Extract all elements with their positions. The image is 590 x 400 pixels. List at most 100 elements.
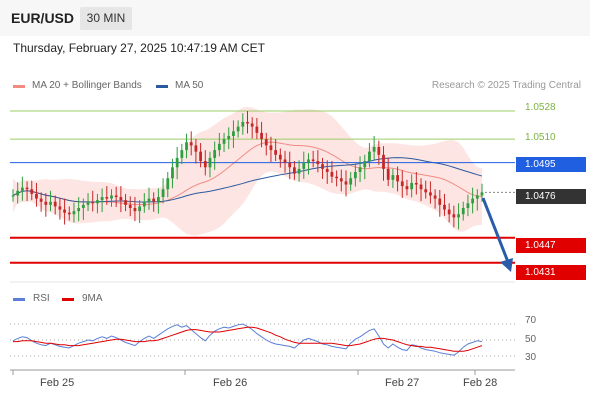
candle-body-8 xyxy=(49,201,52,205)
candle-body-98 xyxy=(471,198,475,204)
candle-body-59 xyxy=(288,162,292,168)
rsi-tick-70: 70 xyxy=(525,315,537,326)
current-price-badge: 1.0476 xyxy=(516,189,586,204)
candle-body-89 xyxy=(429,192,432,196)
candle-body-90 xyxy=(433,195,437,199)
candle-body-96 xyxy=(461,208,465,215)
candle-body-100 xyxy=(480,192,484,196)
candle-body-18 xyxy=(96,200,99,204)
candle-body-92 xyxy=(443,204,446,210)
timestamp: Thursday, February 27, 2025 10:47:19 AM … xyxy=(13,41,265,55)
candle-body-68 xyxy=(330,172,334,177)
candle-body-36 xyxy=(180,150,184,158)
candle-body-29 xyxy=(147,198,151,202)
candle-body-64 xyxy=(311,159,315,162)
candle-body-74 xyxy=(358,167,362,172)
candle-body-33 xyxy=(166,178,170,190)
candle-body-84 xyxy=(405,186,409,190)
candle-body-28 xyxy=(142,201,146,207)
candle-body-42 xyxy=(208,157,212,168)
candle-body-0 xyxy=(11,195,15,197)
rsi-ma9-line xyxy=(13,326,483,352)
candle-body-52 xyxy=(255,126,259,133)
candle-body-5 xyxy=(35,193,38,199)
candle-body-4 xyxy=(30,189,34,194)
rsi-legend: RSI xyxy=(33,293,50,304)
candle-body-39 xyxy=(194,145,198,152)
ma50-legend: MA 50 xyxy=(175,80,204,91)
top-bar: EUR/USD 30 MIN xyxy=(0,0,590,36)
candle-body-46 xyxy=(227,136,231,140)
candle-body-70 xyxy=(339,178,343,182)
candle-body-22 xyxy=(114,195,118,198)
candle-body-88 xyxy=(424,189,428,193)
forecast-arrow-shaft xyxy=(481,197,510,263)
candle-body-23 xyxy=(119,197,123,201)
ma50-swatch xyxy=(156,85,168,88)
candle-body-99 xyxy=(475,195,479,199)
candle-body-41 xyxy=(203,161,207,168)
candle-body-83 xyxy=(400,181,404,187)
candle-body-86 xyxy=(414,182,418,185)
candle-body-40 xyxy=(199,151,202,162)
ma20-legend: MA 20 + Bollinger Bands xyxy=(32,80,142,91)
candle-body-82 xyxy=(396,175,399,182)
candle-body-15 xyxy=(81,204,85,208)
candle-body-69 xyxy=(335,176,339,179)
candle-body-24 xyxy=(124,200,127,205)
symbol-title: EUR/USD xyxy=(11,10,75,26)
candle-body-76 xyxy=(368,151,371,162)
pivot-badge: 1.0495 xyxy=(516,157,586,172)
candle-body-14 xyxy=(77,208,81,212)
candle-body-95 xyxy=(457,214,460,218)
candle-body-66 xyxy=(321,164,324,169)
candle-body-35 xyxy=(175,157,179,168)
rsi-line xyxy=(12,323,483,356)
candle-body-72 xyxy=(349,178,353,185)
research-credit: Research © 2025 Trading Central xyxy=(431,80,581,91)
candle-body-17 xyxy=(91,201,95,204)
candle-body-81 xyxy=(391,175,395,180)
candle-body-71 xyxy=(344,181,348,185)
candle-body-53 xyxy=(260,132,263,140)
candle-body-65 xyxy=(316,161,320,165)
candle-body-50 xyxy=(246,121,249,124)
candle-body-73 xyxy=(353,172,357,179)
candle-body-48 xyxy=(236,126,240,132)
candle-body-78 xyxy=(377,146,381,155)
candle-body-19 xyxy=(100,197,104,201)
candle-body-32 xyxy=(161,189,165,198)
candle-body-60 xyxy=(293,167,296,174)
candle-body-54 xyxy=(264,139,268,146)
level-label-1: 1.0528 xyxy=(525,102,556,113)
candle-body-13 xyxy=(72,211,76,215)
candle-body-58 xyxy=(283,159,287,163)
candle-body-79 xyxy=(382,154,385,169)
x-tick-feb25: Feb 25 xyxy=(40,377,75,389)
x-tick-feb26: Feb 26 xyxy=(213,377,248,389)
candle-body-1 xyxy=(16,190,20,196)
candle-body-85 xyxy=(410,182,414,190)
candle-body-61 xyxy=(297,168,301,174)
candle-body-55 xyxy=(269,145,273,151)
x-tick-feb27: Feb 27 xyxy=(385,377,420,389)
candle-body-10 xyxy=(58,206,62,210)
candle-body-75 xyxy=(363,161,367,168)
candle-body-6 xyxy=(39,198,43,202)
candle-body-37 xyxy=(185,142,188,151)
candle-body-91 xyxy=(438,198,442,205)
candle-body-16 xyxy=(86,201,90,205)
candle-body-56 xyxy=(274,150,278,155)
ma9-legend: 9MA xyxy=(82,293,103,304)
candle-body-21 xyxy=(110,195,113,199)
candle-body-25 xyxy=(128,204,132,208)
candle-body-31 xyxy=(156,197,160,202)
candle-body-12 xyxy=(67,212,71,215)
candle-body-38 xyxy=(189,142,193,146)
candle-body-44 xyxy=(217,143,221,151)
candle-body-27 xyxy=(138,206,142,212)
interval-button[interactable]: 30 MIN xyxy=(80,7,132,30)
candle-body-2 xyxy=(20,187,24,191)
level-label-2: 1.0510 xyxy=(525,132,556,143)
